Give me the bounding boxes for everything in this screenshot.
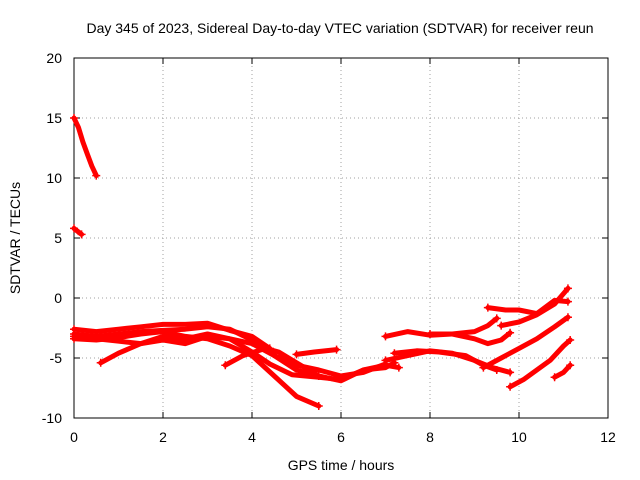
series-trace-8	[221, 345, 403, 384]
data-point-marker	[497, 321, 506, 330]
series-trace-17	[506, 336, 575, 391]
x-tick-labels: 0 2 4 6 8 10 12	[70, 429, 616, 445]
tick-marks	[73, 57, 609, 419]
data-series	[70, 114, 575, 410]
data-point-marker	[492, 314, 501, 323]
series-trace-18	[550, 361, 575, 382]
data-point-marker	[314, 402, 323, 410]
data-point-marker	[332, 345, 341, 354]
chart-title: Day 345 of 2023, Sidereal Day-to-day VTE…	[86, 20, 593, 36]
y-tick-label: 5	[54, 230, 62, 246]
series-line	[71, 225, 85, 237]
data-point-marker	[563, 313, 572, 322]
y-axis-label: SDTVAR / TECUs	[7, 182, 23, 294]
series-line	[507, 337, 573, 390]
data-point-marker	[566, 336, 575, 344]
grid-lines	[74, 58, 608, 418]
data-point-marker	[221, 361, 230, 370]
data-point-marker	[394, 363, 403, 372]
data-point-marker	[381, 332, 390, 341]
y-tick-label: 10	[46, 170, 62, 186]
data-point-marker	[483, 303, 492, 312]
series-line	[71, 115, 99, 179]
y-tick-label: -5	[50, 350, 63, 366]
x-tick-label: 0	[70, 429, 78, 445]
series-line	[480, 314, 571, 371]
data-point-marker	[563, 297, 572, 306]
x-axis-label: GPS time / hours	[288, 457, 395, 473]
y-tick-label: 20	[46, 50, 62, 66]
data-point-marker	[550, 373, 559, 382]
data-point-marker	[390, 349, 399, 358]
x-tick-label: 12	[600, 429, 616, 445]
series-line	[427, 330, 513, 347]
data-point-marker	[479, 363, 488, 372]
y-tick-label: 0	[54, 290, 62, 306]
data-point-marker	[381, 356, 390, 365]
data-point-marker	[92, 171, 101, 180]
data-point-marker	[70, 114, 78, 122]
x-tick-label: 8	[426, 429, 434, 445]
y-tick-label: -10	[42, 410, 62, 426]
series-trace-1	[70, 114, 101, 180]
data-point-marker	[426, 330, 434, 338]
data-point-marker	[506, 368, 515, 377]
series-line	[294, 347, 340, 357]
series-trace-12	[390, 348, 501, 374]
series-line	[552, 362, 573, 380]
series-trace-16	[479, 313, 572, 372]
x-tick-label: 6	[337, 429, 345, 445]
series-trace-15	[497, 284, 572, 330]
data-point-marker	[506, 328, 515, 337]
data-point-marker	[566, 361, 575, 370]
data-point-marker	[70, 224, 78, 233]
data-point-marker	[96, 358, 105, 367]
series-trace-2	[70, 224, 86, 239]
x-tick-label: 4	[248, 429, 256, 445]
series-trace-13	[426, 328, 515, 347]
series-line	[498, 285, 571, 329]
data-point-marker	[292, 350, 301, 359]
data-point-marker	[77, 230, 86, 239]
x-tick-label: 10	[511, 429, 527, 445]
data-point-marker	[563, 284, 572, 293]
y-tick-label: 15	[46, 110, 62, 126]
x-tick-label: 2	[159, 429, 167, 445]
data-point-marker	[492, 366, 501, 374]
data-point-marker	[506, 382, 515, 391]
series-line	[222, 345, 402, 384]
data-point-marker	[70, 332, 78, 341]
y-tick-labels: -10 -5 0 5 10 15 20	[42, 50, 62, 426]
series-trace-9	[292, 345, 341, 359]
